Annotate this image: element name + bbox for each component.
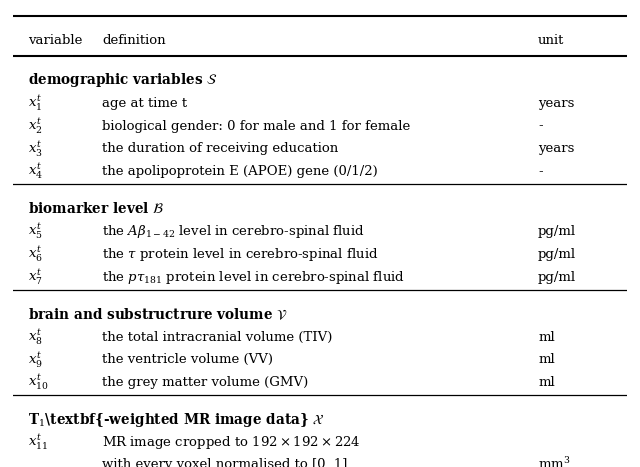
Text: -: - xyxy=(538,120,543,133)
Text: $x_9^t$: $x_9^t$ xyxy=(28,350,43,369)
Text: demographic variables $\mathcal{S}$: demographic variables $\mathcal{S}$ xyxy=(28,71,218,90)
Text: with every voxel normalised to [0, 1]: with every voxel normalised to [0, 1] xyxy=(102,458,348,467)
Text: the duration of receiving education: the duration of receiving education xyxy=(102,142,338,156)
Text: pg/ml: pg/ml xyxy=(538,225,576,238)
Text: $\mathbf{T}_1$\textbf{-weighted MR image data} $\mathcal{X}$: $\mathbf{T}_1$\textbf{-weighted MR image… xyxy=(28,411,325,429)
Text: mm$^3$: mm$^3$ xyxy=(538,457,571,467)
Text: the $A\beta_{1-42}$ level in cerebro-spinal fluid: the $A\beta_{1-42}$ level in cerebro-spi… xyxy=(102,223,365,240)
Text: $x_6^t$: $x_6^t$ xyxy=(28,245,43,264)
Text: -: - xyxy=(538,165,543,178)
Text: $x_7^t$: $x_7^t$ xyxy=(28,268,43,287)
Text: pg/ml: pg/ml xyxy=(538,271,576,283)
Text: MR image cropped to $192 \times 192 \times 224$: MR image cropped to $192 \times 192 \tim… xyxy=(102,434,360,451)
Text: years: years xyxy=(538,97,575,110)
Text: the $p\tau_{181}$ protein level in cerebro-spinal fluid: the $p\tau_{181}$ protein level in cereb… xyxy=(102,269,405,286)
Text: the total intracranial volume (TIV): the total intracranial volume (TIV) xyxy=(102,331,332,344)
Text: ml: ml xyxy=(538,376,555,389)
Text: years: years xyxy=(538,142,575,156)
Text: $x_{11}^t$: $x_{11}^t$ xyxy=(28,433,48,453)
Text: the apolipoprotein E (APOE) gene (0/1/2): the apolipoprotein E (APOE) gene (0/1/2) xyxy=(102,165,378,178)
Text: the grey matter volume (GMV): the grey matter volume (GMV) xyxy=(102,376,308,389)
Text: definition: definition xyxy=(102,35,166,47)
Text: $x_5^t$: $x_5^t$ xyxy=(28,222,43,241)
Text: biomarker level $\mathcal{B}$: biomarker level $\mathcal{B}$ xyxy=(28,201,164,216)
Text: variable: variable xyxy=(28,35,83,47)
Text: the ventricle volume (VV): the ventricle volume (VV) xyxy=(102,354,273,367)
Text: brain and substructrure volume $\mathcal{V}$: brain and substructrure volume $\mathcal… xyxy=(28,306,288,322)
Text: biological gender: 0 for male and 1 for female: biological gender: 0 for male and 1 for … xyxy=(102,120,410,133)
Text: $x_3^t$: $x_3^t$ xyxy=(28,139,43,158)
Text: $x_{10}^t$: $x_{10}^t$ xyxy=(28,373,49,392)
Text: ml: ml xyxy=(538,331,555,344)
Text: age at time t: age at time t xyxy=(102,97,187,110)
Text: ml: ml xyxy=(538,354,555,367)
Text: unit: unit xyxy=(538,35,564,47)
Text: $x_1^t$: $x_1^t$ xyxy=(28,93,42,113)
Text: $x_4^t$: $x_4^t$ xyxy=(28,162,43,181)
Text: the $\tau$ protein level in cerebro-spinal fluid: the $\tau$ protein level in cerebro-spin… xyxy=(102,246,378,263)
Text: pg/ml: pg/ml xyxy=(538,248,576,261)
Text: $x_8^t$: $x_8^t$ xyxy=(28,327,43,347)
Text: $x_2^t$: $x_2^t$ xyxy=(28,116,43,136)
